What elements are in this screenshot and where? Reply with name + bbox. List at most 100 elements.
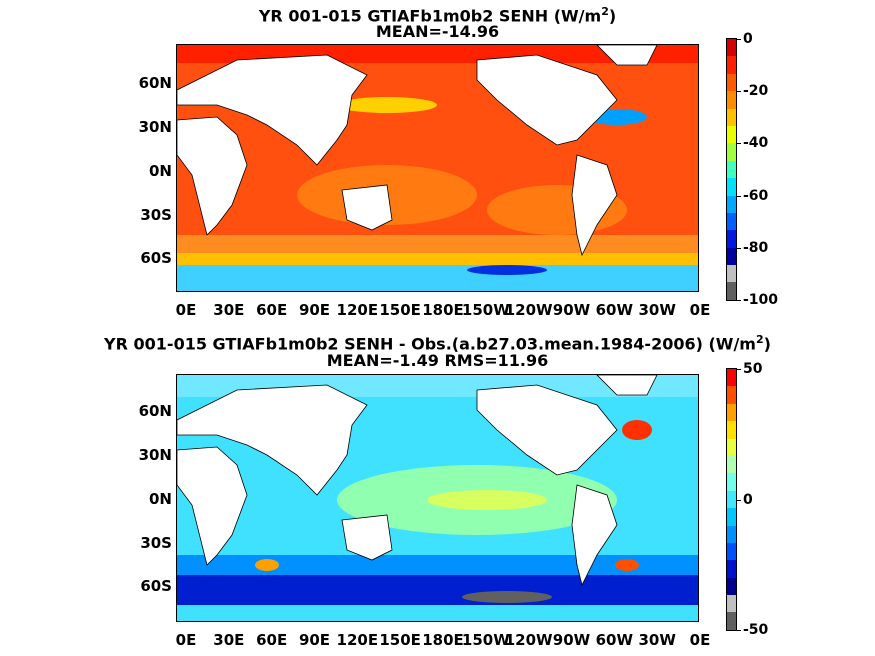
panel2-lat-0n: 0N: [149, 490, 172, 508]
panel1-title-sup: 2: [601, 5, 609, 18]
panel1-colorbar-tick-label: 0: [743, 31, 753, 47]
panel2-antarctic-band: [177, 575, 698, 605]
panel2-colorbar-tick-label: 50: [743, 361, 763, 377]
panel1-colorbar-segment: [727, 39, 736, 57]
panel2-colorbar-segment: [727, 403, 736, 422]
panel1-colorbar-tick-label: -60: [743, 187, 769, 204]
panel2-ross-missing: [462, 591, 552, 603]
panel1-title-line1: YR 001-015 GTIAFb1m0b2 SENH (W/m2): [0, 2, 875, 25]
panel2-lon-label: 30E: [213, 631, 245, 649]
panel1-lat-30n: 30N: [138, 118, 172, 136]
panel1-colorbar-tickmark: [737, 247, 741, 249]
panel2-lon-label: 0E: [175, 631, 197, 649]
panel2-lon-label: 150E: [379, 631, 421, 649]
panel2-lon-label: 180E: [422, 631, 464, 649]
panel2-colorbar-segment: [727, 508, 736, 526]
panel2-title-text: YR 001-015 GTIAFb1m0b2 SENH - Obs.(a.b27…: [104, 334, 756, 354]
panel1-colorbar-segment: [727, 265, 736, 283]
panel2-lon-label: 0E: [689, 631, 711, 649]
panel1-map-svg: [177, 45, 698, 291]
panel2-colorbar-segment: [727, 369, 736, 387]
panel2-lat-60n: 60N: [138, 402, 172, 420]
panel1-colorbar-segment: [727, 108, 736, 126]
panel1-lat-0n: 0N: [149, 162, 172, 180]
panel1-greenland: [596, 45, 658, 66]
panel2-continents: [177, 375, 658, 587]
panel1-lon-label: 150W: [461, 301, 510, 319]
panel2-colorbar-segment: [727, 542, 736, 561]
panel1-eurasia: [177, 54, 368, 166]
panel1-lon-label: 90E: [298, 301, 331, 319]
panel1-title-line2: MEAN=-14.96: [375, 22, 500, 41]
panel1-colorbar-segment: [727, 56, 736, 74]
panel2-lat-30n: 30N: [138, 446, 172, 464]
panel1-lon-label: 120E: [336, 301, 379, 319]
panel2-lon-label: 90W: [552, 631, 591, 649]
panel1-lon-label: 0E: [689, 301, 711, 319]
panel1-colorbar-segment: [727, 247, 736, 266]
panel1-colorbar-segment: [727, 91, 736, 109]
panel1-north-america: [476, 54, 618, 146]
panel1-colorbar-tickmark: [737, 91, 741, 93]
panel2-colorbar-segment: [727, 595, 736, 613]
panel1-colorbar: [726, 38, 737, 301]
panel2-colorbar-segment: [727, 438, 736, 456]
panel1-colorbar-segment: [727, 178, 736, 196]
panel2-colorbar-segment: [727, 490, 736, 509]
panel2-lon-label: 60E: [256, 631, 288, 649]
panel2-agulhas-hot: [255, 559, 279, 571]
panel1-colorbar-segment: [727, 230, 736, 248]
panel1-lon-label: 120W: [504, 301, 553, 319]
panel2-colorbar-segment: [727, 455, 736, 474]
panel1-colorbar-tick-label: -40: [743, 135, 769, 152]
panel1-colorbar-tick-label: -20: [743, 83, 769, 100]
panel1-south-america: [571, 154, 618, 257]
panel2-colorbar-segment: [727, 386, 736, 404]
panel1-colorbar-segment: [727, 73, 736, 92]
panel2-lon-label: 120E: [336, 631, 379, 649]
panel2-colorbar-segment: [727, 560, 736, 578]
panel1-colorbar-segment: [727, 212, 736, 231]
panel1-lat-60n: 60N: [138, 74, 172, 92]
panel2-colorbar-segment: [727, 612, 736, 630]
panel1-continents: [177, 45, 658, 257]
panel1-africa: [177, 116, 248, 236]
panel2-title-line2: MEAN=-1.49 RMS=11.96: [326, 351, 549, 370]
panel2-colorbar-segment: [727, 473, 736, 491]
panel2-africa: [177, 446, 248, 566]
panel2-map-svg: [177, 375, 698, 621]
panel1-lon-label: 90W: [552, 301, 591, 319]
panel2-title-line1: YR 001-015 GTIAFb1m0b2 SENH - Obs.(a.b27…: [0, 330, 875, 353]
panel1-map: [176, 44, 699, 292]
panel2-lat-30s: 30S: [140, 534, 172, 552]
panel2-lon-label: 150W: [461, 631, 510, 649]
panel2-gulfstream-hot: [622, 420, 652, 440]
panel2-title-close: ): [763, 334, 771, 354]
panel2-lon-label: 90E: [298, 631, 331, 649]
panel2-colorbar-tickmark: [737, 499, 741, 501]
panel1-ross-sea: [467, 265, 547, 275]
panel1-colorbar-tickmark: [737, 300, 741, 301]
panel2-north-america: [476, 384, 618, 476]
panel1-title-text: YR 001-015 GTIAFb1m0b2 SENH (W/m: [258, 6, 602, 26]
panel2-greenland: [596, 375, 658, 396]
panel2-colorbar: [726, 368, 737, 631]
panel2-colorbar-tick-label: 0: [743, 491, 753, 508]
panel1-colorbar-segment: [727, 282, 736, 300]
panel1-lon-label: 60E: [256, 301, 288, 319]
panel1-lon-label: 180E: [422, 301, 464, 319]
panel2-colorbar-segment: [727, 525, 736, 543]
panel2-colorbar-tickmark: [737, 369, 741, 370]
panel1-colorbar-tick-label: -80: [743, 239, 769, 256]
panel1-colorbar-segment: [727, 195, 736, 213]
panel2-colorbar-segment: [727, 577, 736, 596]
panel1-kuroshio: [337, 97, 437, 113]
panel2-eurasia: [177, 384, 368, 496]
panel1-colorbar-segment: [727, 143, 736, 161]
panel2-colorbar-tick-label: -50: [743, 622, 769, 638]
panel2-lon-label: 60W: [595, 631, 634, 649]
panel2-title-sup: 2: [755, 333, 764, 346]
panel1-lon-label: 30E: [213, 301, 245, 319]
panel1-colorbar-segment: [727, 160, 736, 179]
panel2-south-america: [571, 484, 618, 587]
